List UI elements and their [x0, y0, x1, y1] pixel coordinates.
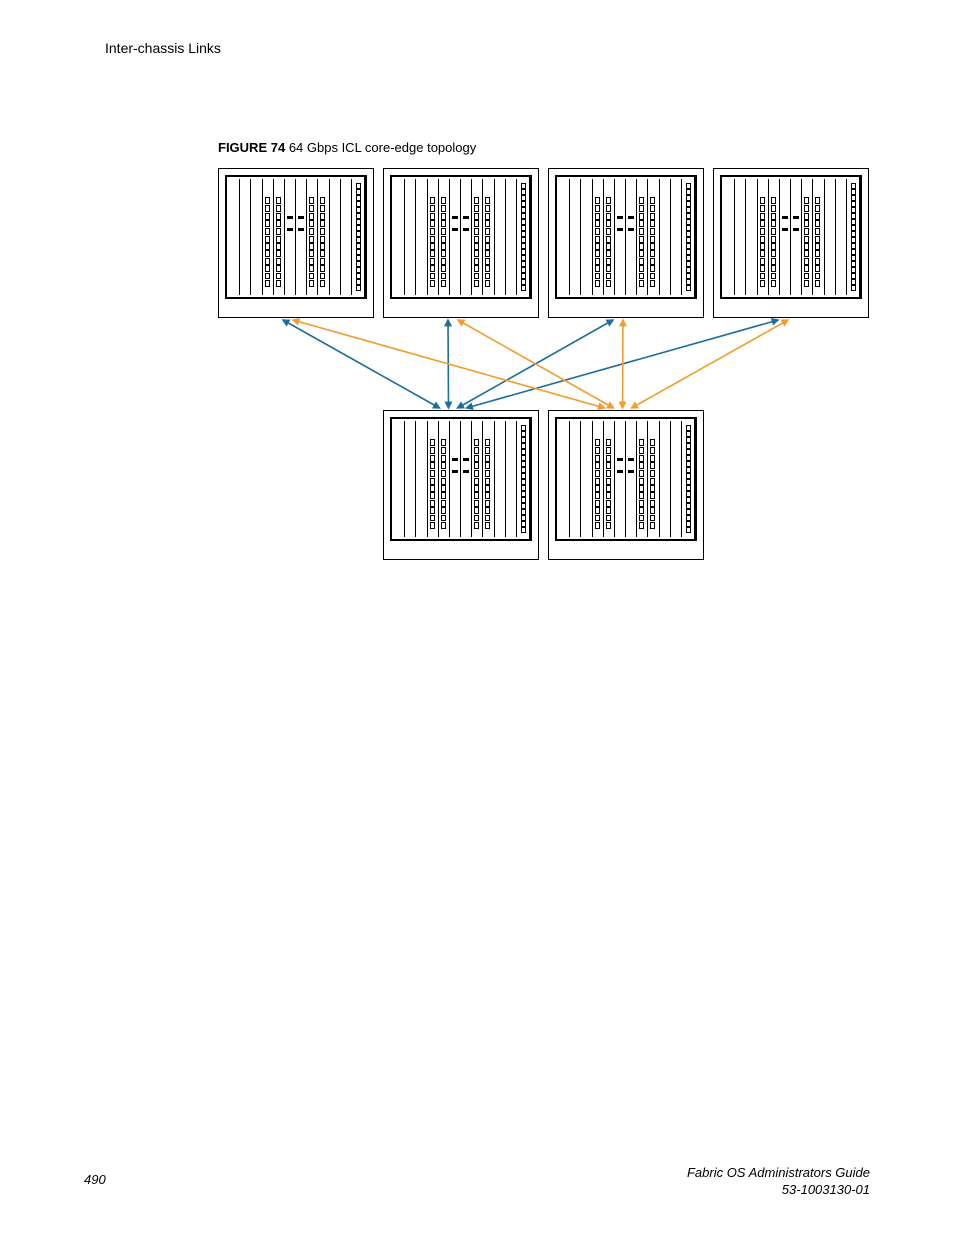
footer-right: Fabric OS Administrators Guide 53-100313… [687, 1165, 870, 1199]
page-number: 490 [84, 1172, 106, 1187]
figure-caption: FIGURE 74 64 Gbps ICL core-edge topology [218, 140, 476, 155]
page-header-title: Inter-chassis Links [105, 40, 221, 56]
chassis-top4 [713, 168, 869, 318]
chassis-bot1 [383, 410, 539, 560]
chassis-top2 [383, 168, 539, 318]
doc-number: 53-1003130-01 [687, 1182, 870, 1199]
guide-title: Fabric OS Administrators Guide [687, 1165, 870, 1182]
topology-diagram [218, 168, 868, 568]
chassis-bot2 [548, 410, 704, 560]
chassis-top1 [218, 168, 374, 318]
chassis-top3 [548, 168, 704, 318]
link-top1-bot1 [283, 320, 440, 408]
link-top3-bot2 [623, 320, 624, 408]
figure-label: FIGURE 74 [218, 140, 285, 155]
figure-caption-text: 64 Gbps ICL core-edge topology [289, 140, 476, 155]
link-top4-bot2 [632, 320, 789, 408]
